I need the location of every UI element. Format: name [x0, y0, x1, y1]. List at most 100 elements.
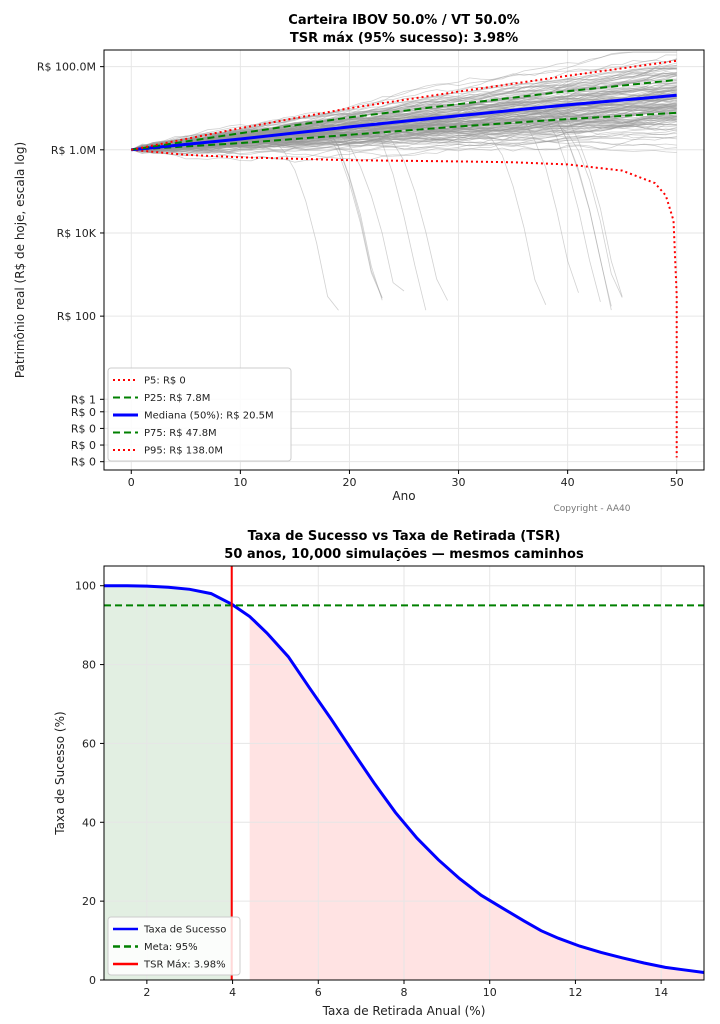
simulation-path	[131, 85, 677, 151]
simulation-path	[131, 124, 677, 151]
simulation-path	[131, 90, 677, 151]
chart1-copyright: Copyright - AA40	[554, 504, 631, 514]
simulation-path	[131, 129, 677, 151]
chart1-x-ticks: 0 10 20 30 40 50	[128, 470, 684, 489]
success-rate-curve	[104, 584, 705, 974]
chart2-y-tick-label: 80	[82, 659, 96, 672]
chart1-series-line-2	[131, 93, 677, 152]
simulation-path	[131, 129, 677, 151]
simulation-path	[131, 109, 677, 151]
simulation-path	[131, 117, 677, 156]
simulation-path	[131, 143, 677, 163]
simulation-path	[131, 117, 677, 151]
chart1-x-label: Ano	[392, 489, 415, 503]
chart-success-rate: Taxa de Sucesso vs Taxa de Retirada (TSR…	[53, 529, 705, 1018]
chart2-x-tick-label: 4	[229, 986, 236, 999]
simulation-path	[131, 119, 677, 151]
chart2-legend-label: Taxa de Sucesso	[143, 925, 226, 936]
simulation-path	[131, 117, 677, 153]
simulation-path	[131, 116, 677, 151]
simulation-path	[131, 107, 677, 156]
chart2-x-tick-label: 8	[401, 986, 408, 999]
chart1-y-tick-label: R$ 0	[71, 422, 96, 435]
simulation-path	[131, 108, 612, 307]
simulation-path	[131, 108, 677, 157]
simulation-path	[131, 72, 677, 151]
chart2-y-label: Taxa de Sucesso (%)	[53, 711, 67, 835]
chart2-subtitle: 50 anos, 10,000 simulações — mesmos cami…	[224, 547, 584, 562]
simulation-path	[131, 119, 383, 298]
chart2-series	[104, 566, 705, 980]
simulation-path	[131, 105, 677, 151]
chart2-x-tick-label: 14	[654, 986, 668, 999]
simulation-path	[131, 102, 677, 152]
simulation-path	[131, 67, 677, 151]
simulation-path	[131, 115, 677, 151]
simulation-path	[131, 112, 677, 153]
chart1-series-line-4	[131, 59, 677, 151]
chart1-legend-label: P5: R$ 0	[144, 376, 186, 387]
simulation-path	[131, 89, 677, 151]
simulation-path	[131, 109, 677, 152]
chart1-legend: P5: R$ 0 P25: R$ 7.8M Mediana (50%): R$ 20…	[107, 367, 292, 462]
simulation-path	[131, 78, 677, 151]
simulation-path	[131, 65, 677, 151]
chart2-y-tick-label: 0	[89, 974, 96, 987]
chart1-legend-label: P75: R$ 47.8M	[144, 428, 217, 439]
chart1-y-tick-label: R$ 0	[71, 456, 96, 469]
simulation-path	[131, 117, 677, 151]
chart1-legend-label: P25: R$ 7.8M	[144, 393, 210, 404]
simulation-path	[131, 119, 677, 154]
simulation-path	[131, 95, 677, 151]
simulation-path	[131, 82, 677, 151]
simulation-path	[131, 104, 677, 153]
simulation-path	[131, 84, 677, 151]
chart1-title: Carteira IBOV 50.0% / VT 50.0%	[288, 13, 519, 28]
simulation-path	[131, 116, 677, 153]
chart1-x-tick-label: 40	[561, 476, 575, 489]
chart2-title: Taxa de Sucesso vs Taxa de Retirada (TSR…	[248, 529, 561, 544]
simulation-path	[131, 140, 677, 159]
chart-wealth-paths: Carteira IBOV 50.0% / VT 50.0% TSR máx (…	[13, 13, 705, 514]
success-zone-shade	[104, 585, 232, 980]
simulation-path	[131, 73, 677, 151]
chart1-legend-label: P95: R$ 138.0M	[144, 446, 223, 457]
simulation-path	[131, 105, 677, 152]
simulation-path	[131, 89, 677, 152]
simulation-path	[131, 98, 677, 151]
chart2-y-tick-label: 60	[82, 737, 96, 750]
simulation-path	[131, 112, 677, 153]
chart2-x-tick-label: 6	[315, 986, 322, 999]
chart2-y-tick-label: 20	[82, 895, 96, 908]
chart1-x-tick-label: 20	[342, 476, 356, 489]
chart2-legend-label: TSR Máx: 3.98%	[143, 959, 226, 971]
chart2-x-tick-label: 12	[568, 986, 582, 999]
simulation-path	[131, 88, 677, 152]
chart2-legend: Taxa de Sucesso Meta: 95% TSR Máx: 3.98%	[107, 916, 241, 976]
simulation-path	[131, 67, 677, 151]
chart2-legend-box	[107, 916, 241, 976]
simulation-path	[131, 113, 677, 151]
chart1-x-tick-label: 0	[128, 476, 135, 489]
simulation-path	[131, 111, 612, 311]
simulation-path	[131, 109, 677, 152]
simulation-path	[131, 122, 677, 151]
chart1-frame	[103, 49, 705, 471]
simulation-path	[131, 117, 677, 154]
simulation-path	[131, 81, 677, 151]
chart2-y-ticks: 0 20 40 60 80 100	[75, 580, 104, 987]
chart1-y-tick-label: R$ 10K	[57, 227, 97, 240]
simulation-path	[131, 104, 677, 155]
chart1-y-tick-label: R$ 100.0M	[37, 61, 96, 74]
chart2-x-ticks: 2 4 6 8 10 12 14	[143, 980, 668, 999]
simulation-path	[131, 74, 677, 151]
simulation-path	[131, 130, 448, 301]
chart1-series-line-3	[131, 78, 677, 151]
simulation-path	[131, 134, 677, 158]
simulation-path	[131, 106, 677, 151]
chart1-y-tick-label: R$ 0	[71, 439, 96, 452]
simulation-path	[131, 116, 677, 151]
chart1-subtitle: TSR máx (95% sucesso): 3.98%	[290, 31, 518, 46]
simulation-path	[131, 132, 405, 292]
